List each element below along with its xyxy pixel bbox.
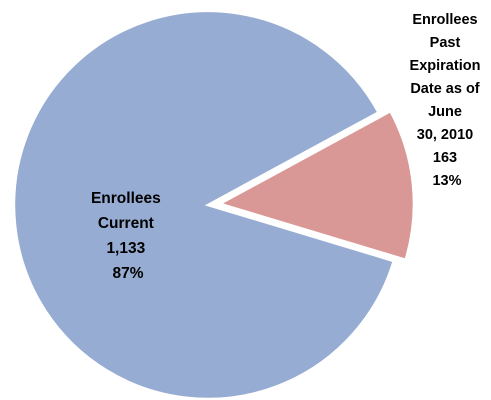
slice-label-expired-line-2: Past xyxy=(430,35,461,51)
pie-slices xyxy=(12,9,416,400)
slice-label-expired-line-5: June xyxy=(428,104,462,120)
slice-label-expired-line-1: Enrollees xyxy=(412,12,477,28)
slice-label-expired-line-8: 13% xyxy=(432,173,461,189)
slice-label-current: Enrollees Current 1,133 87% xyxy=(91,190,165,282)
slice-label-current-line-4: 87% xyxy=(112,265,143,282)
slice-label-current-line-3: 1,133 xyxy=(106,240,145,257)
slice-label-expired-line-4: Date as of xyxy=(410,81,479,97)
pie-slice-enrollees-past-expiration xyxy=(216,109,416,262)
slice-label-current-line-2: Current xyxy=(98,215,154,232)
slice-label-current-line-1: Enrollees xyxy=(91,190,161,207)
slice-label-expired-line-3: Expiration xyxy=(410,58,481,74)
slice-label-expired-line-7: 163 xyxy=(433,150,457,166)
slice-label-expired-line-6: 30, 2010 xyxy=(417,127,473,143)
slice-label-expired: Enrollees Past Expiration Date as of Jun… xyxy=(410,12,485,189)
pie-slice-enrollees-current xyxy=(12,9,396,400)
